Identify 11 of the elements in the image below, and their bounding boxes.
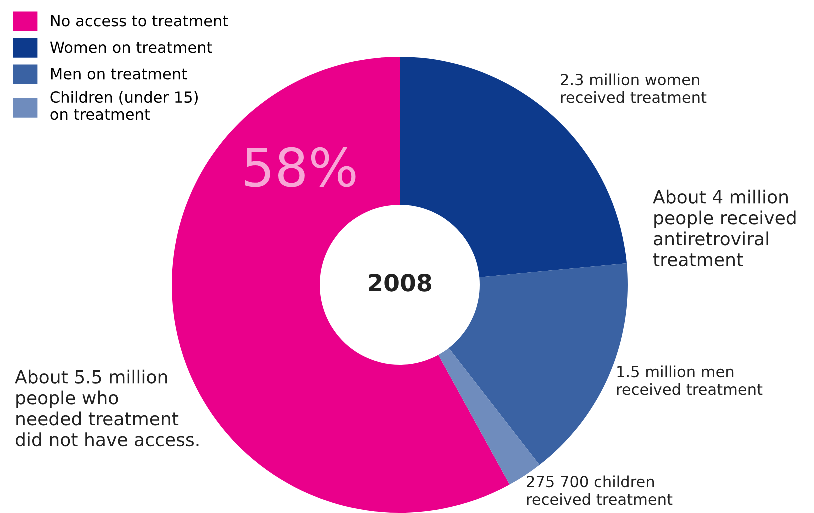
text: About 5.5 million people who needed treatment did not have access. [15,370,199,447]
text: 2008 [369,274,432,292]
text: About 4 million people received antiretroviral treatment [653,190,796,267]
legend-label: Men on treatment [51,68,188,80]
data-label: 58% [245,147,356,188]
legend-label: Women on treatment [50,42,212,54]
legend-label: Children (under 15) on treatment [50,91,198,120]
text: 275 700 children received treatment [527,476,673,506]
legend-label: No access to treatment [51,15,228,27]
text: 1.5 million men received treatment [617,366,763,396]
text: 2.3 million women received treatment [561,74,707,104]
